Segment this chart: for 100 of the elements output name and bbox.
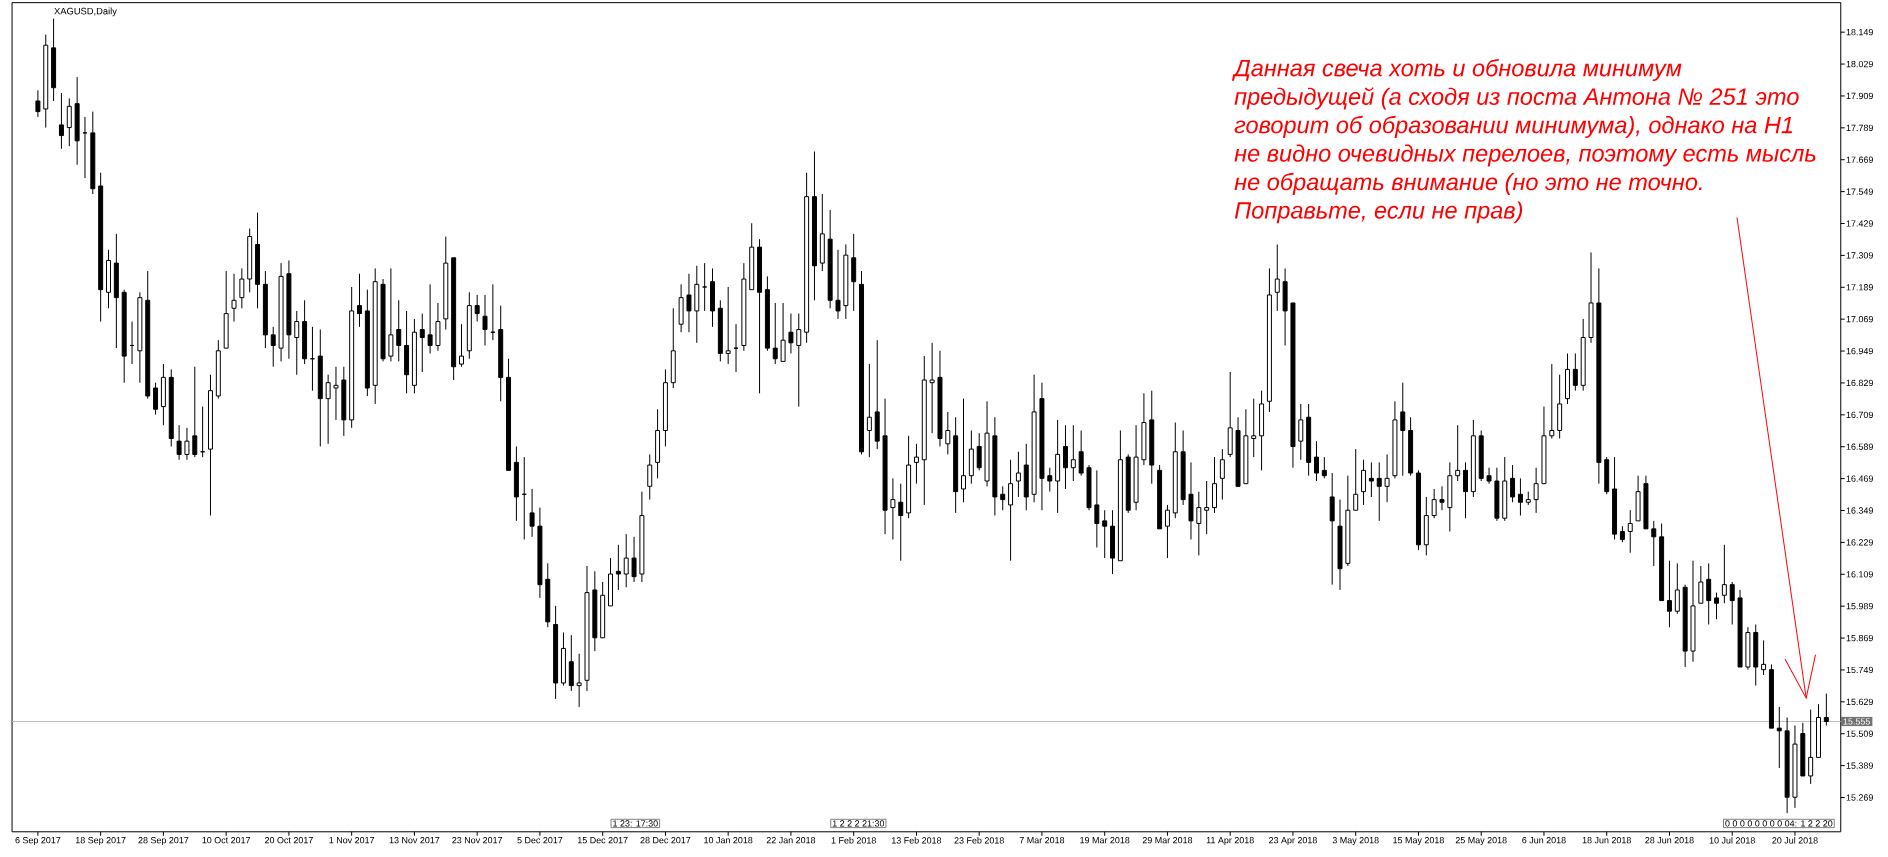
candlestick [1047, 467, 1053, 493]
candlestick [1525, 491, 1531, 506]
x-tick-label: 25 May 2018 [1455, 837, 1507, 846]
candlestick [1000, 485, 1006, 511]
candlestick [239, 267, 245, 309]
candlestick [835, 249, 841, 320]
x-tick-label: 29 Mar 2018 [1142, 837, 1193, 844]
candlestick [741, 262, 747, 352]
candlestick [35, 89, 41, 118]
candlestick [286, 259, 292, 360]
candlestick [1196, 491, 1202, 556]
candlestick [1321, 456, 1327, 479]
candlestick [1596, 267, 1602, 485]
y-tick-label: 17.789 [1846, 124, 1873, 132]
candlestick [1588, 252, 1594, 344]
candlestick [757, 238, 763, 394]
candlestick [458, 323, 464, 368]
y-tick-label: 16.109 [1846, 571, 1873, 578]
candlestick [670, 307, 676, 389]
candlestick [1361, 459, 1367, 506]
chart-title: XAGUSD,Daily [54, 7, 117, 17]
candlestick [678, 283, 684, 333]
y-tick-label: 18.029 [1846, 60, 1873, 68]
candlestick [317, 329, 323, 447]
candlestick [435, 302, 441, 352]
candlestick [153, 382, 159, 416]
candlestick [176, 424, 182, 461]
candlestick [553, 605, 559, 700]
y-tick-label: 15.269 [1846, 794, 1873, 801]
x-tick-label: 7 Mar 2018 [1019, 837, 1065, 844]
candlestick [843, 244, 849, 320]
candlestick [1698, 565, 1704, 604]
candlestick [121, 289, 127, 384]
x-tick-label: 10 Jul 2018 [1709, 837, 1755, 844]
candlestick [1612, 456, 1618, 540]
candlestick [1666, 560, 1672, 628]
y-tick-label: 17.909 [1846, 92, 1873, 100]
candlestick [811, 151, 817, 301]
candlestick [984, 400, 990, 487]
candlestick [325, 374, 331, 445]
candlestick [1039, 382, 1045, 511]
x-tick-label: 6 Sep 2017 [15, 837, 61, 846]
candlestick [647, 453, 653, 501]
candlestick [1439, 485, 1445, 511]
y-tick-label: 16.949 [1846, 347, 1873, 355]
candlestick [639, 491, 645, 583]
candlestick [976, 432, 982, 471]
candlestick [921, 355, 927, 506]
candlestick [1329, 472, 1335, 586]
candlestick [482, 294, 488, 347]
candlestick [537, 507, 543, 599]
y-tick-label: 15.749 [1846, 666, 1873, 674]
candlestick [1180, 430, 1186, 506]
candlestick [1565, 352, 1570, 405]
candlestick [1486, 467, 1492, 485]
annotation: Данная свеча хоть и обновила минимум [1231, 58, 1682, 82]
candlestick [906, 435, 912, 519]
candlestick [1580, 318, 1586, 392]
candlestick [1478, 430, 1484, 482]
candlestick [898, 483, 904, 562]
candlestick [1627, 509, 1633, 554]
candlestick [545, 562, 551, 628]
candlestick [584, 565, 590, 692]
candlestick [1008, 459, 1014, 562]
candlestick [1070, 424, 1076, 482]
candlestick [717, 299, 723, 362]
candlestick [215, 339, 221, 400]
candlestick [772, 302, 778, 365]
candlestick [513, 445, 519, 522]
y-tick-label: 15.989 [1846, 603, 1873, 610]
candlestick [1502, 456, 1508, 522]
candlestick [372, 267, 378, 405]
annotation: не обращать внимание (но это не точно. [1234, 172, 1702, 196]
candlestick [600, 581, 606, 639]
candlestick [608, 557, 614, 607]
candlestick [411, 318, 417, 394]
candlestick [1408, 416, 1414, 477]
candlestick [1635, 475, 1641, 522]
candlestick [992, 416, 998, 517]
candlestick [953, 416, 959, 514]
candlestick [223, 270, 229, 349]
y-tick-label: 16.589 [1846, 443, 1873, 450]
candlestick [145, 270, 151, 400]
y-tick-label: 16.709 [1846, 411, 1873, 419]
x-tick-label: 15 May 2018 [1393, 837, 1444, 846]
x-tick-label: 13 Feb 2018 [892, 837, 942, 844]
x-tick-label: 3 May 2018 [1332, 837, 1379, 846]
candlestick [1078, 430, 1084, 477]
candlestick [1455, 424, 1461, 482]
candlestick [1392, 400, 1398, 479]
candlestick [725, 286, 731, 365]
candlestick [1023, 443, 1029, 511]
y-tick-label: 17.189 [1846, 284, 1873, 291]
candlestick [1690, 560, 1696, 663]
candlestick [1447, 461, 1453, 533]
candlestick [357, 273, 362, 328]
y-tick-label: 17.309 [1846, 252, 1873, 259]
candlestick [686, 273, 692, 333]
x-tick-label: 10 Jan 2018 [704, 837, 753, 844]
candlestick [882, 398, 888, 535]
